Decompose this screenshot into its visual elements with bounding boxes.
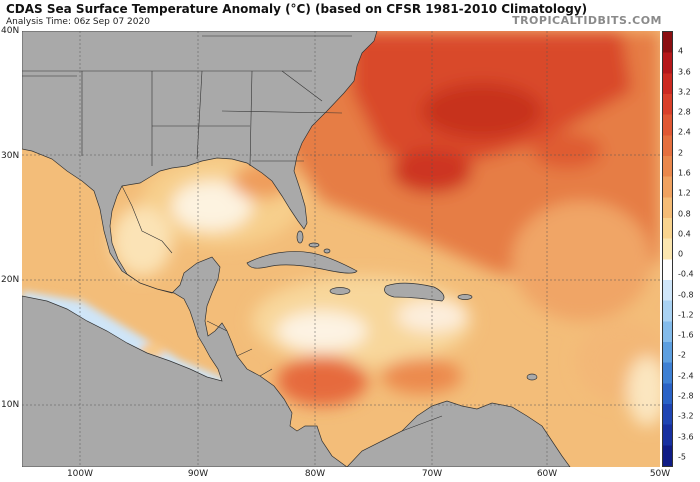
colorbar-tick: -5 [678,452,686,462]
colorbar-tick: 2.8 [678,107,691,117]
colorbar-tick: 0.4 [678,229,691,239]
lon-label-90w: 90W [187,469,209,479]
map-title: CDAS Sea Surface Temperature Anomaly (°C… [6,2,588,16]
lat-label-10n: 10N [1,400,20,410]
anomaly-map [22,31,660,467]
graticule [22,31,660,467]
colorbar-tick: -1.6 [678,330,694,340]
map-svg [22,31,660,467]
colorbar-tick: 1.2 [678,188,691,198]
lon-label-60w: 60W [536,469,558,479]
colorbar-tick: -2.8 [678,391,694,401]
colorbar-tick: -2.4 [678,371,694,381]
colorbar-tick: 3.6 [678,67,691,77]
brand-watermark: TROPICALTIDBITS.COM [512,14,662,27]
colorbar-tick: -0.8 [678,290,694,300]
lon-label-50w: 50W [649,469,671,479]
lat-label-30n: 30N [1,151,20,161]
colorbar-tick: 0.8 [678,209,691,218]
political-borders [22,35,443,432]
colorbar-tick: 2 [678,148,684,158]
colorbar-tick: -2 [678,350,686,360]
lon-label-100w: 100W [66,469,94,479]
colorbar [662,31,673,467]
land [22,31,571,467]
colorbar-tick: 1.6 [678,168,691,178]
lon-label-80w: 80W [304,469,326,479]
analysis-time: Analysis Time: 06z Sep 07 2020 [6,17,150,27]
colorbar-tick: 4 [678,46,684,56]
colorbar-tick: 0 [678,249,684,259]
colorbar-tick: -0.4 [678,269,694,279]
lat-label-20n: 20N [1,275,20,285]
colorbar-tick: -1.2 [678,310,694,320]
lon-label-70w: 70W [421,469,443,479]
colorbar-tick: -3.2 [678,411,694,421]
colorbar-tick: 3.2 [678,87,691,97]
colorbar-tick: -3.6 [678,432,694,442]
lat-label-40n: 40N [1,26,20,36]
colorbar-tick: 2.4 [678,127,691,137]
